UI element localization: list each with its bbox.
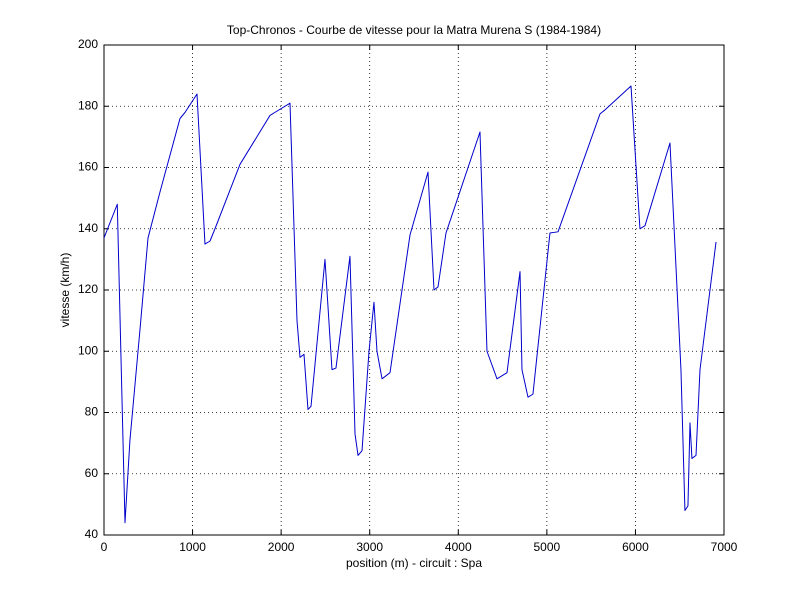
x-tick-label: 0: [101, 540, 108, 554]
y-axis-label: vitesse (km/h): [58, 253, 72, 328]
y-tick-label: 80: [85, 405, 99, 419]
x-tick-label: 1000: [179, 540, 206, 554]
x-tick-label: 6000: [622, 540, 649, 554]
y-tick-label: 180: [78, 98, 98, 112]
y-tick-label: 140: [78, 221, 98, 235]
x-axis-label: position (m) - circuit : Spa: [346, 556, 482, 570]
speed-line: [103, 85, 717, 524]
chart-title: Top-Chronos - Courbe de vitesse pour la …: [227, 23, 601, 37]
x-tick-label: 4000: [445, 540, 472, 554]
y-tick-label: 40: [85, 527, 99, 541]
y-tick-label: 200: [78, 37, 98, 51]
y-tick-label: 60: [85, 466, 99, 480]
y-tick-label: 100: [78, 343, 98, 357]
x-tick-label: 7000: [711, 540, 738, 554]
x-tick-label: 2000: [268, 540, 295, 554]
axes-box: [103, 44, 725, 536]
y-tick-label: 120: [78, 282, 98, 296]
x-tick-label: 5000: [534, 540, 561, 554]
y-tick-label: 160: [78, 160, 98, 174]
x-tick-label: 3000: [356, 540, 383, 554]
